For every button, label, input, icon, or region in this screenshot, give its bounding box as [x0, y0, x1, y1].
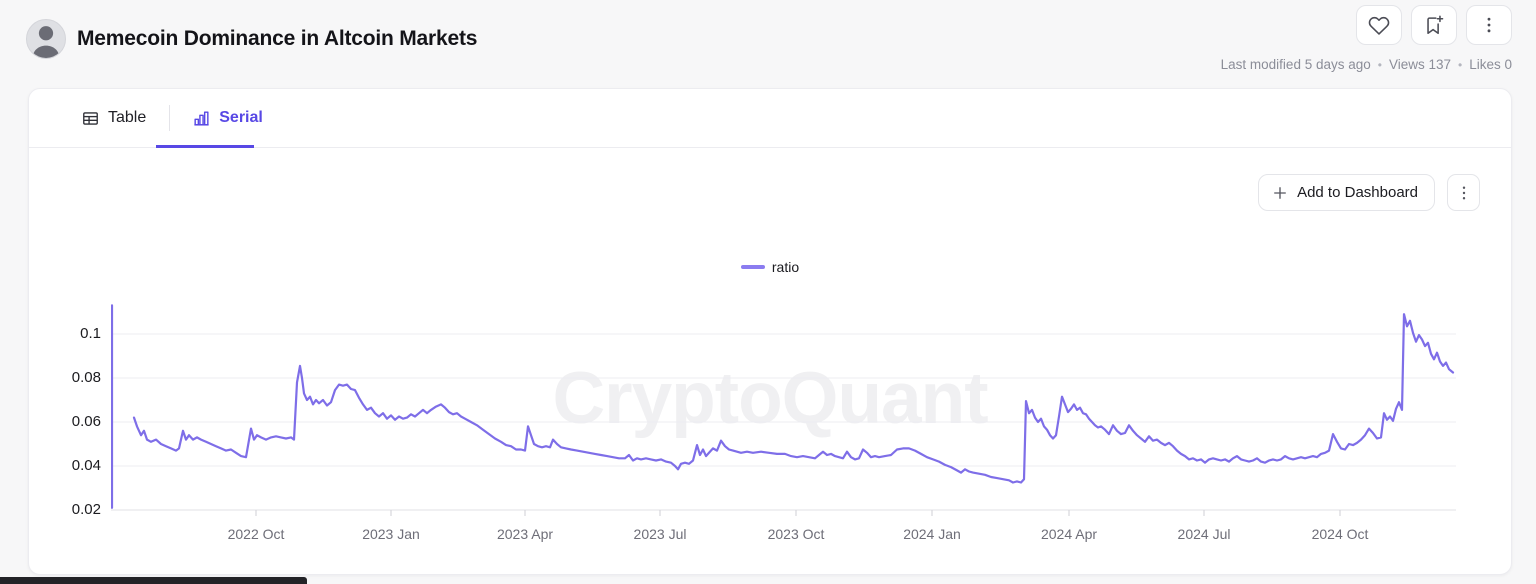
- bookmark-plus-icon: [1427, 15, 1444, 35]
- page-title: Memecoin Dominance in Altcoin Markets: [77, 27, 478, 50]
- bar-chart-icon: [194, 110, 209, 126]
- cryptoquant-watermark: CryptoQuant: [552, 358, 988, 439]
- y-axis-label: 0.06: [71, 413, 101, 430]
- chart-card: Table Serial Add to Dashboard ratio: [28, 88, 1512, 575]
- bookmark-button[interactable]: [1411, 5, 1457, 45]
- y-axis-label: 0.02: [71, 501, 101, 518]
- header-actions: [1356, 5, 1512, 45]
- x-axis-label: 2023 Oct: [767, 526, 825, 542]
- y-axis-label: 0.1: [80, 325, 101, 342]
- x-axis-label: 2024 Apr: [1040, 526, 1098, 542]
- x-axis-label: 2024 Oct: [1311, 526, 1369, 542]
- x-axis-label: 2023 Apr: [496, 526, 554, 542]
- series-line-ratio: [132, 313, 1455, 484]
- x-axis-label: 2024 Jan: [903, 526, 961, 542]
- table-icon: [83, 111, 98, 125]
- chart-more-button[interactable]: [1447, 174, 1480, 211]
- tab-table-label: Table: [108, 109, 147, 126]
- meta-separator: •: [1377, 57, 1382, 72]
- header-more-button[interactable]: [1466, 5, 1512, 45]
- tab-serial[interactable]: Serial: [192, 109, 263, 128]
- x-axis-label: 2022 Oct: [227, 526, 285, 542]
- legend-item-ratio[interactable]: ratio: [740, 259, 800, 275]
- y-axis-label: 0.04: [71, 457, 101, 474]
- x-axis-label: 2024 Jul: [1177, 526, 1231, 542]
- page-header: Memecoin Dominance in Altcoin Markets La…: [0, 0, 1536, 88]
- tab-table[interactable]: Table: [81, 109, 146, 128]
- views-count: Views 137: [1388, 57, 1452, 72]
- person-silhouette-icon: [32, 26, 60, 58]
- active-tab-indicator: [156, 145, 254, 148]
- plus-icon: [1274, 186, 1287, 199]
- chart-canvas[interactable]: [111, 301, 1456, 517]
- tabs-bar: Table Serial: [29, 89, 1511, 148]
- avatar[interactable]: [26, 19, 66, 59]
- meta-separator: •: [1458, 57, 1463, 72]
- legend-swatch: [740, 265, 765, 269]
- tab-serial-label: Serial: [219, 109, 263, 126]
- heart-icon: [1368, 16, 1390, 35]
- page-meta: Last modified 5 days ago • Views 137 • L…: [1221, 57, 1512, 72]
- add-to-dashboard-button[interactable]: Add to Dashboard: [1258, 174, 1435, 211]
- likes-count: Likes 0: [1469, 57, 1512, 72]
- x-axis: 2022 Oct 2023 Jan 2023 Apr 2023 Jul 2023 Oct…: [111, 526, 1456, 546]
- y-axis: 0.1 0.08 0.06 0.04 0.02: [29, 301, 101, 518]
- kebab-menu-icon: [1462, 186, 1465, 199]
- legend-label: ratio: [771, 259, 800, 275]
- add-to-dashboard-label: Add to Dashboard: [1297, 184, 1418, 201]
- chart-legend: ratio: [29, 259, 1511, 275]
- like-button[interactable]: [1356, 5, 1402, 45]
- bottom-sheet-edge: [0, 577, 307, 584]
- y-axis-label: 0.08: [71, 369, 101, 386]
- x-axis-label: 2023 Jul: [633, 526, 687, 542]
- tab-divider: [169, 105, 171, 131]
- header-title-group: Memecoin Dominance in Altcoin Markets: [26, 19, 477, 59]
- kebab-menu-icon: [1487, 17, 1491, 33]
- last-modified-text: Last modified 5 days ago: [1220, 57, 1371, 72]
- chart-line-svg: [111, 304, 1456, 516]
- x-axis-label: 2023 Jan: [362, 526, 420, 542]
- chart-toolbar: Add to Dashboard: [1258, 174, 1480, 211]
